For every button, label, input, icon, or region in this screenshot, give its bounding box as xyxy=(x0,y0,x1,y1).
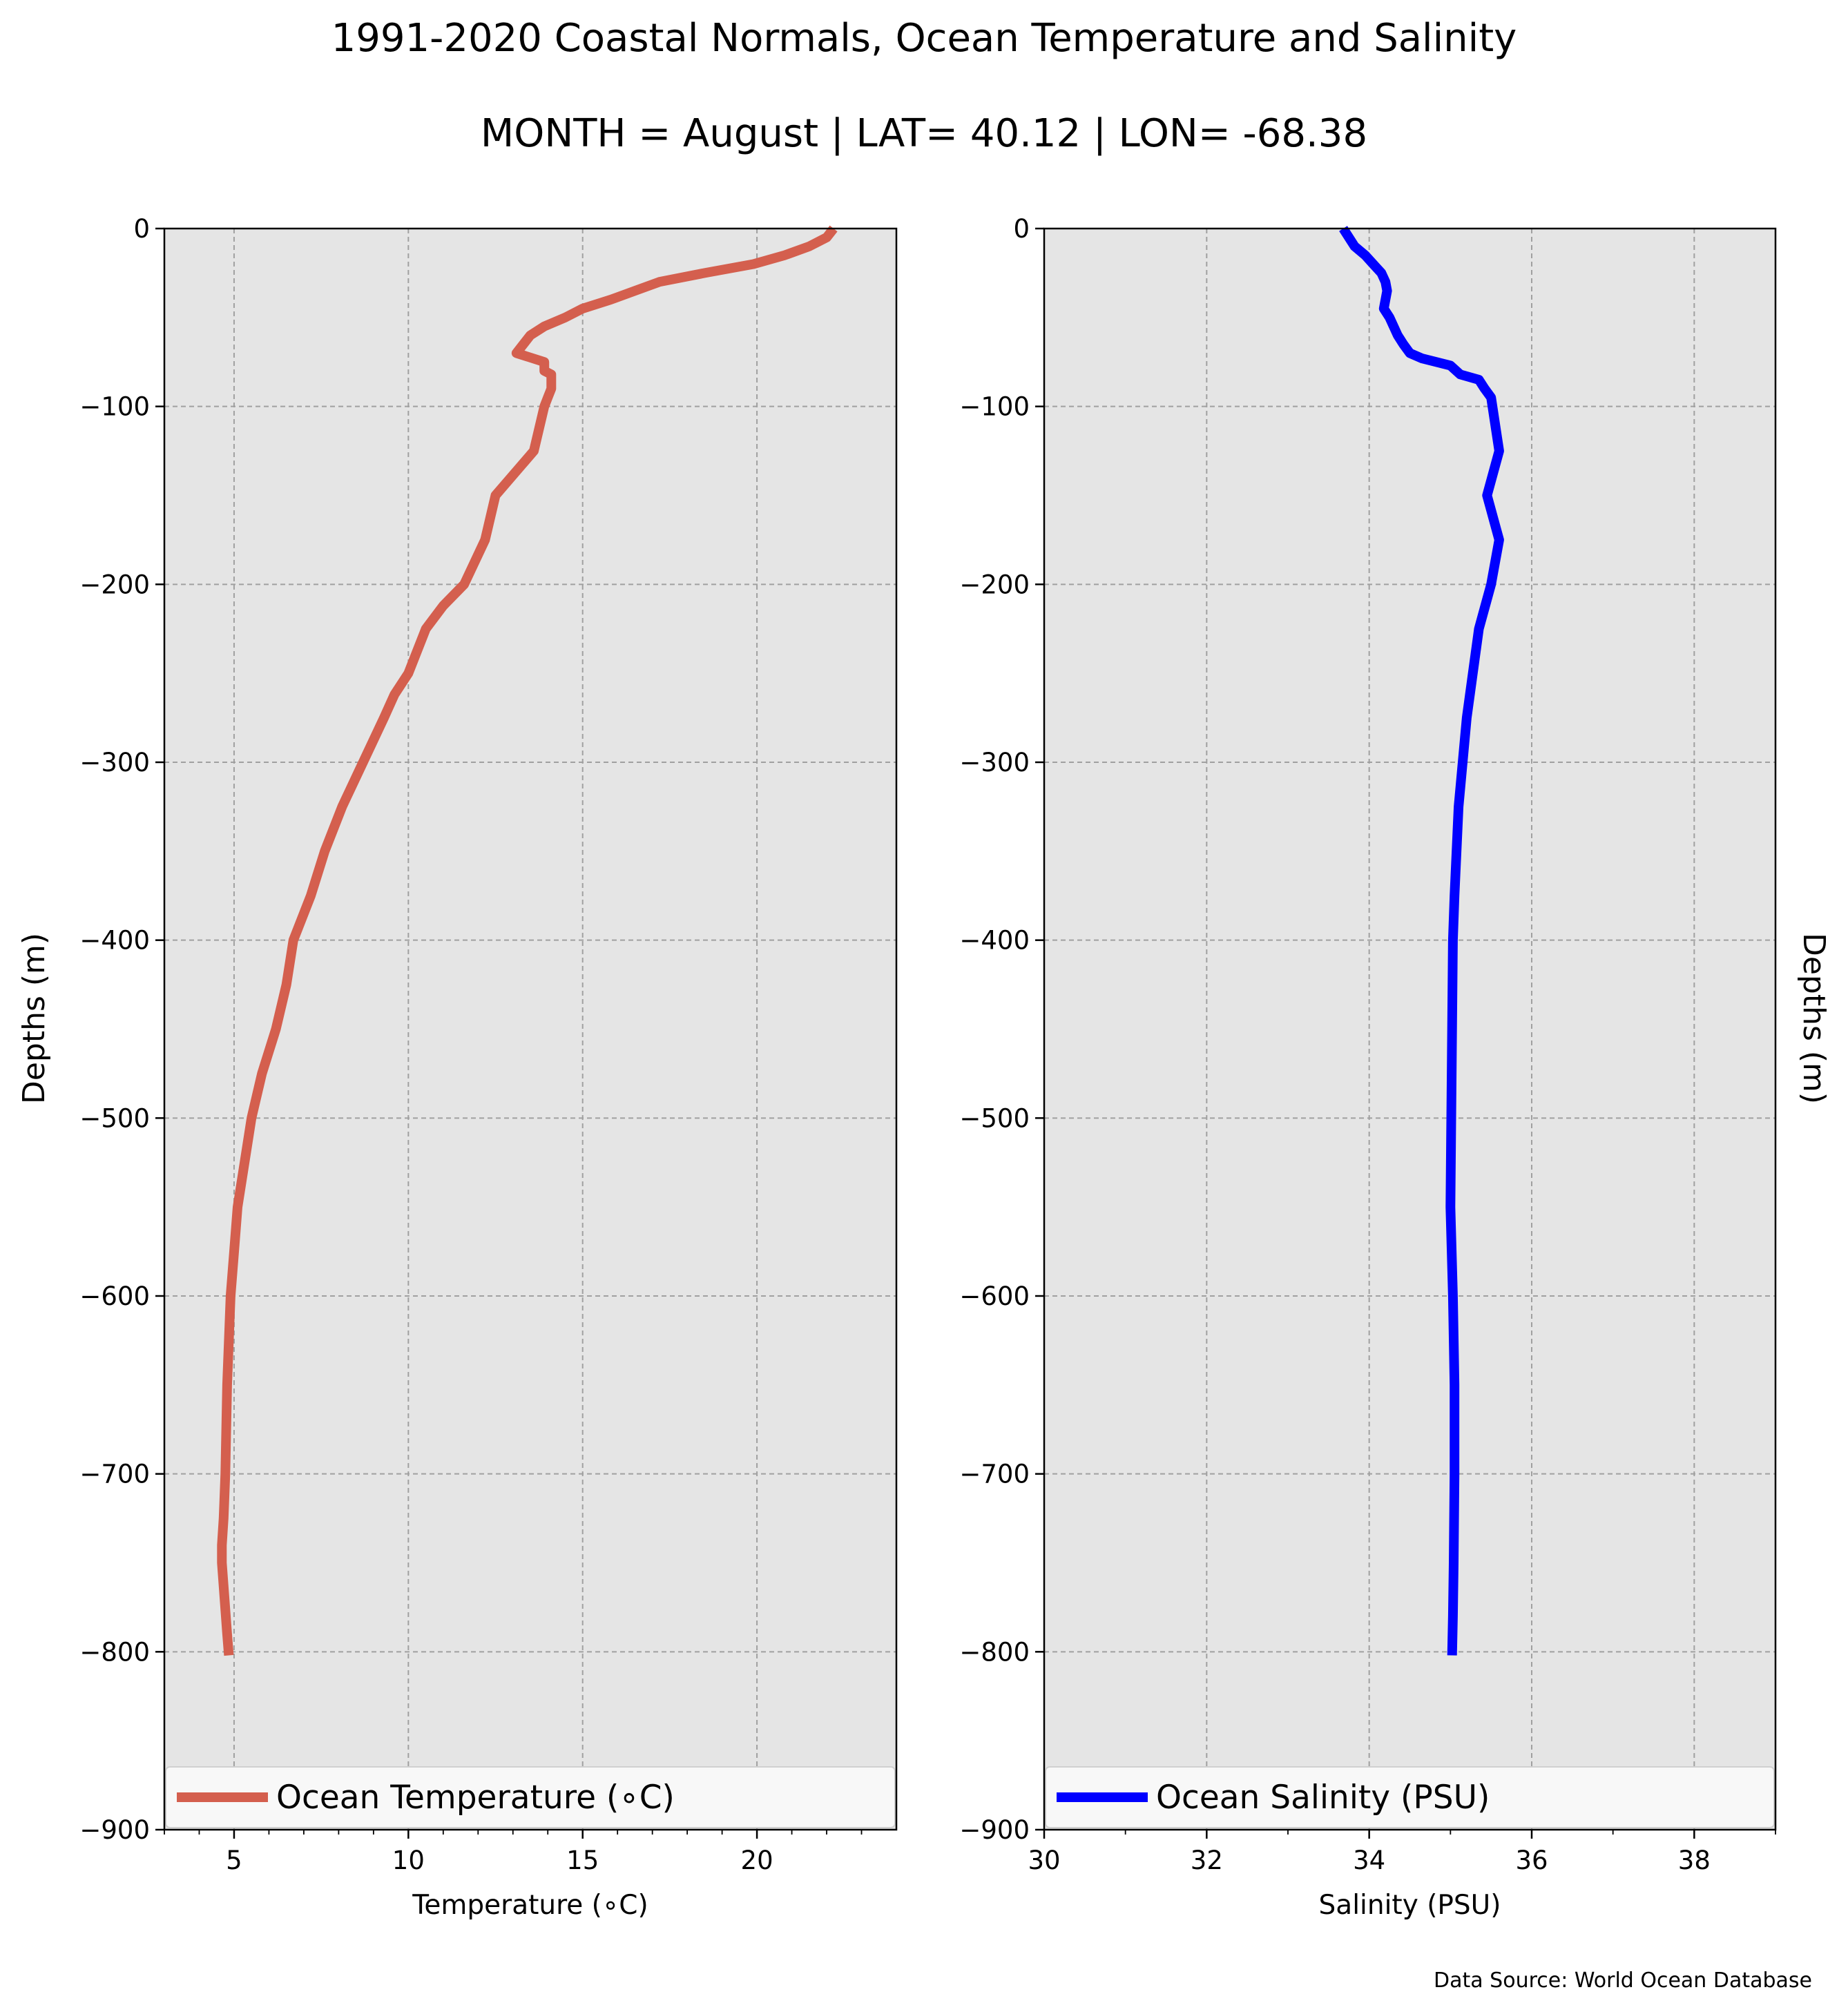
y-tick-label: −200 xyxy=(959,570,1030,599)
y-tick-label: −200 xyxy=(79,570,150,599)
temperature-axes-frame xyxy=(163,227,898,1831)
x-tick-label: 34 xyxy=(1353,1846,1385,1875)
y-tick-label: −400 xyxy=(79,926,150,956)
temperature-series-line xyxy=(217,225,838,1656)
temperature-legend xyxy=(165,1766,896,1828)
salinity-legend xyxy=(1045,1766,1775,1828)
y-tick-label: −800 xyxy=(959,1637,1030,1667)
chart-title: 1991-2020 Coastal Normals, Ocean Tempera… xyxy=(331,16,1517,61)
y-tick-label: −600 xyxy=(959,1281,1030,1311)
left-y-axis-label: Depths (m) xyxy=(17,933,52,1104)
x-tick-label: 10 xyxy=(392,1846,425,1875)
y-tick-label: −300 xyxy=(79,748,150,777)
temperature-x-axis-label: Temperature (∘C) xyxy=(412,1890,648,1921)
salinity-axes-frame xyxy=(1043,227,1777,1831)
right-y-axis-label: Depths (m) xyxy=(1796,933,1831,1104)
y-tick-label: −700 xyxy=(79,1460,150,1489)
salinity-plot-area xyxy=(1044,229,1775,1830)
salinity-panel: Ocean Salinity (PSU) 0 −100 −200 −300 −400 −50… xyxy=(959,214,1777,1921)
y-tick-label: −800 xyxy=(79,1637,150,1667)
temperature-legend-label: Ocean Temperature (∘C) xyxy=(276,1779,675,1817)
y-tick-label: −100 xyxy=(79,392,150,422)
y-tick-label: −500 xyxy=(959,1103,1030,1133)
y-tick-label: −500 xyxy=(79,1103,150,1133)
x-tick-label: 5 xyxy=(226,1846,242,1875)
x-tick-label: 20 xyxy=(741,1846,773,1875)
x-tick-label: 38 xyxy=(1678,1846,1711,1875)
y-tick-label: −100 xyxy=(959,392,1030,422)
x-tick-label: 36 xyxy=(1515,1846,1548,1875)
y-tick-label: −700 xyxy=(959,1460,1030,1489)
temperature-panel: Ocean Temperature (∘C) 0 −100 −200 −300 −400 −… xyxy=(79,214,898,1921)
x-tick-label: 32 xyxy=(1191,1846,1223,1875)
y-tick-label: −600 xyxy=(79,1281,150,1311)
salinity-legend-label: Ocean Salinity (PSU) xyxy=(1156,1779,1490,1817)
y-tick-label: −900 xyxy=(959,1815,1030,1845)
y-tick-label: −300 xyxy=(959,748,1030,777)
y-tick-label: −400 xyxy=(959,926,1030,956)
temperature-plot-area xyxy=(164,229,896,1830)
salinity-series-line xyxy=(1339,226,1504,1656)
salinity-x-axis-label: Salinity (PSU) xyxy=(1319,1890,1501,1921)
x-tick-label: 30 xyxy=(1028,1846,1060,1875)
data-source-note: Data Source: World Ocean Database xyxy=(1434,1968,1812,1993)
y-tick-label: −900 xyxy=(79,1815,150,1845)
x-tick-label: 15 xyxy=(566,1846,599,1875)
chart-subtitle: MONTH = August | LAT= 40.12 | LON= -68.3… xyxy=(481,111,1367,156)
y-tick-label: 0 xyxy=(133,214,150,244)
y-tick-label: 0 xyxy=(1013,214,1030,244)
